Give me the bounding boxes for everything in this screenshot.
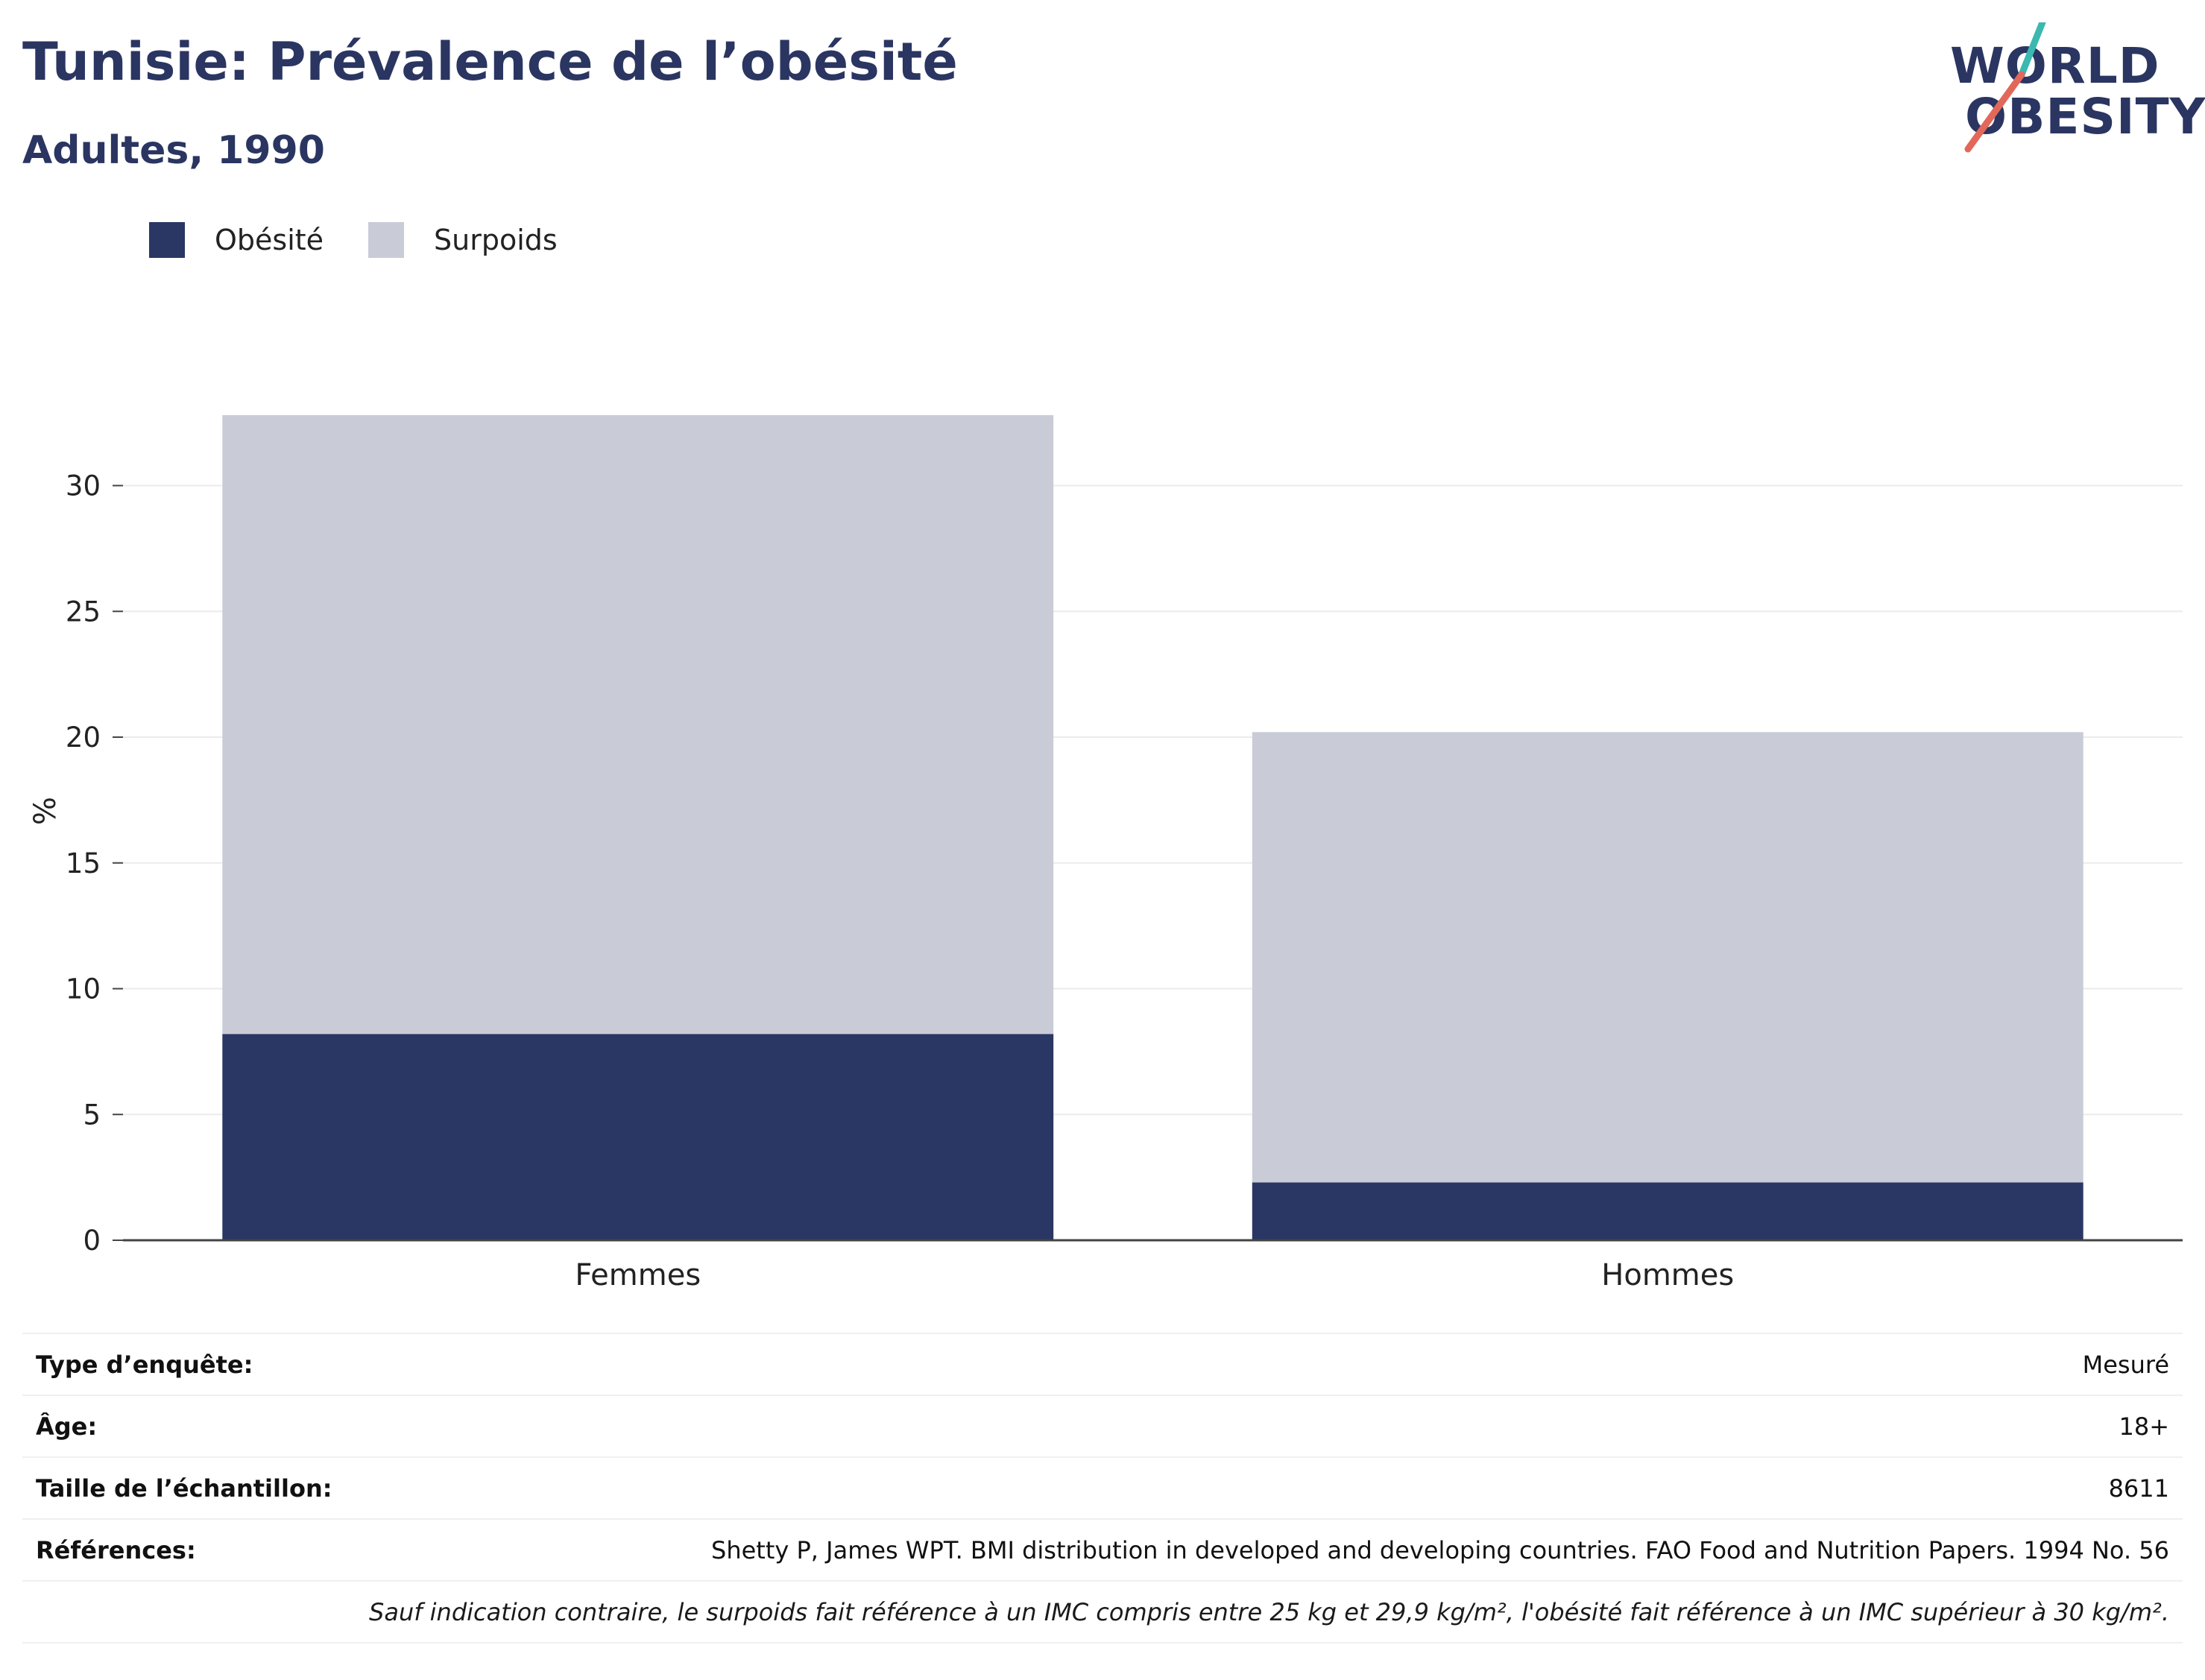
legend-item-surpoids[interactable]: Surpoids <box>368 222 558 258</box>
bar-surpoids-hommes <box>1252 732 2083 1183</box>
legend-swatch-surpoids <box>368 222 405 258</box>
y-tick-label: 30 <box>66 470 101 502</box>
chart-subtitle: Adultes, 1990 <box>22 128 325 173</box>
info-value: Mesuré <box>2082 1350 2169 1379</box>
info-key: Âge: <box>36 1412 98 1441</box>
bar-chart: 0 5 10 15 20 25 30% Femmes Hommes <box>28 415 2183 1289</box>
info-row-sample-size: Taille de l’échantillon: 8611 <box>22 1458 2183 1520</box>
logo-slash-icon <box>1964 22 2046 153</box>
x-category-label: Hommes <box>1601 1258 1734 1289</box>
y-tick-label: 25 <box>66 596 101 628</box>
legend-item-obesite[interactable]: Obésité <box>149 222 324 258</box>
bar-obesite-hommes <box>1252 1182 2083 1240</box>
info-key: Type d’enquête: <box>36 1350 253 1379</box>
chart-title: Tunisie: Prévalence de l’obésité <box>22 31 958 92</box>
logo-text-world: WORLD <box>1950 37 2160 95</box>
info-row-survey-type: Type d’enquête: Mesuré <box>22 1334 2183 1396</box>
info-row-age: Âge: 18+ <box>22 1396 2183 1458</box>
info-key: Références: <box>36 1535 196 1564</box>
y-axis-label: % <box>28 797 63 825</box>
y-tick-label: 15 <box>66 847 101 880</box>
y-tick-label: 10 <box>66 973 101 1005</box>
info-value: Shetty P, James WPT. BMI distribution in… <box>711 1535 2169 1564</box>
x-category-label: Femmes <box>575 1258 701 1289</box>
y-tick-label: 5 <box>83 1099 101 1131</box>
bar-surpoids-femmes <box>222 415 1054 1035</box>
world-obesity-logo: WORLD OBESITY <box>1938 22 2205 157</box>
info-row-references: Références: Shetty P, James WPT. BMI dis… <box>22 1520 2183 1582</box>
info-value: 8611 <box>2108 1474 2169 1503</box>
bar-obesite-femmes <box>222 1034 1054 1240</box>
legend-swatch-obesite <box>149 222 185 258</box>
legend-label-obesite: Obésité <box>215 224 324 256</box>
y-tick-label: 20 <box>66 721 101 754</box>
chart-legend: Obésité Surpoids <box>149 222 602 258</box>
survey-info-table: Type d’enquête: Mesuré Âge: 18+ Taille d… <box>22 1333 2183 1643</box>
legend-label-surpoids: Surpoids <box>434 224 558 256</box>
info-key: Taille de l’échantillon: <box>36 1474 332 1503</box>
y-tick-label: 0 <box>83 1225 101 1257</box>
definition-footnote: Sauf indication contraire, le surpoids f… <box>22 1582 2183 1643</box>
info-value: 18+ <box>2119 1412 2169 1441</box>
